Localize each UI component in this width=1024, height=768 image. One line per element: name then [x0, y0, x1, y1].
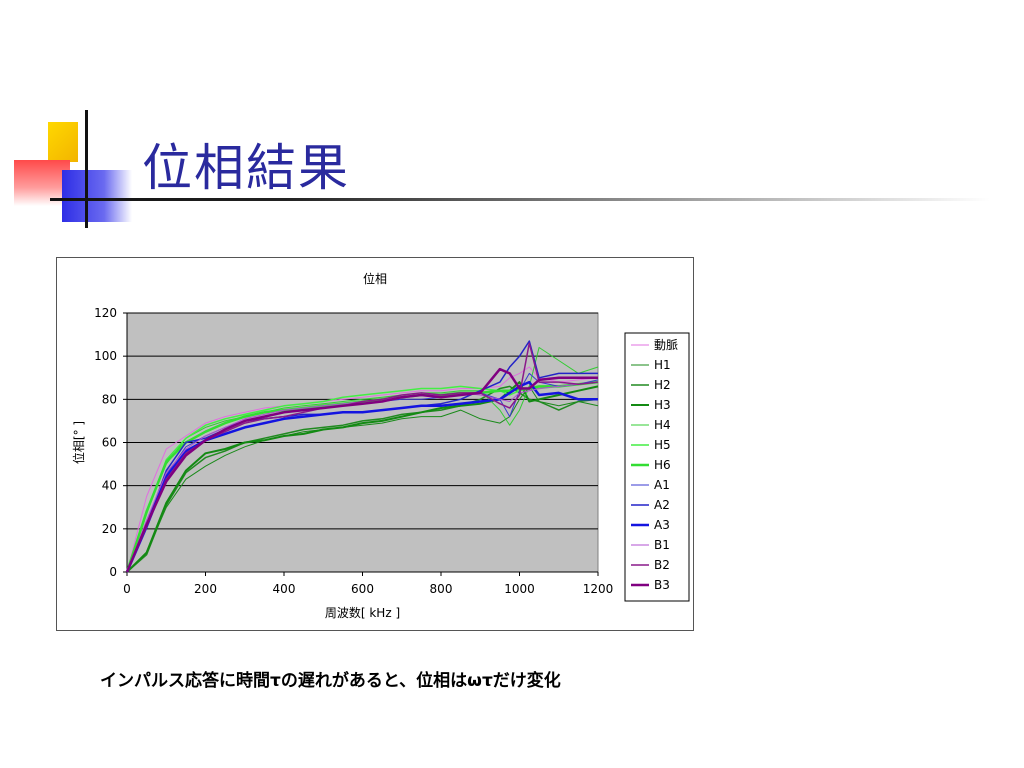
decor-yellow-square — [48, 122, 78, 162]
legend-box — [624, 332, 690, 602]
decor-blue-square — [62, 170, 132, 222]
decor-horizontal-rule — [50, 198, 990, 201]
slide-caption: インパルス応答に時間τの遅れがあると、位相はωτだけ変化 — [100, 671, 561, 691]
x-tick-label: 600 — [351, 582, 374, 596]
x-axis-label: 周波数[ kHz ] — [325, 605, 400, 620]
y-axis-label: 位相[° ] — [71, 421, 86, 464]
y-tick-label: 40 — [102, 479, 117, 493]
decor-vertical-line — [85, 110, 88, 228]
series-line-B3 — [125, 367, 598, 573]
legend-entry-label: B2 — [654, 558, 670, 572]
x-tick-label: 800 — [430, 582, 453, 596]
series-line-H4 — [126, 347, 599, 573]
x-tick-label: 200 — [194, 582, 217, 596]
y-tick-label: 60 — [102, 436, 117, 450]
series-line-H1 — [126, 385, 599, 573]
slide-title: 位相結果 — [142, 139, 350, 197]
x-tick-label: 1000 — [504, 582, 535, 596]
legend-entry-label: H5 — [654, 438, 671, 452]
legend-entry-label: H1 — [654, 358, 671, 372]
legend-entry-label: A3 — [654, 518, 670, 532]
legend-entry-label: H3 — [654, 398, 671, 412]
x-tick-label: 400 — [273, 582, 296, 596]
legend-entry-label: H4 — [654, 418, 671, 432]
legend-entry-label: H2 — [654, 378, 671, 392]
y-tick-label: 20 — [102, 522, 117, 536]
legend-entry-label: A2 — [654, 498, 670, 512]
legend-entry-label: H6 — [654, 458, 671, 472]
chart-title: 位相 — [363, 271, 387, 286]
y-tick-label: 0 — [109, 565, 117, 579]
series-line-動脈 — [126, 366, 599, 573]
x-tick-label: 1200 — [583, 582, 614, 596]
legend-entry-label: A1 — [654, 478, 670, 492]
chart-frame: 位相 0 20 40 60 80 100 120 0 200 400 600 800 1000 1200 周波… — [56, 257, 694, 631]
legend-entry-label: 動脈 — [654, 338, 678, 352]
y-tick-label: 80 — [102, 392, 117, 406]
legend-entry-label: B1 — [654, 538, 670, 552]
y-tick-label: 120 — [94, 306, 117, 320]
y-tick-label: 100 — [94, 349, 117, 363]
legend-entry-label: B3 — [654, 578, 670, 592]
x-tick-label: 0 — [123, 582, 131, 596]
